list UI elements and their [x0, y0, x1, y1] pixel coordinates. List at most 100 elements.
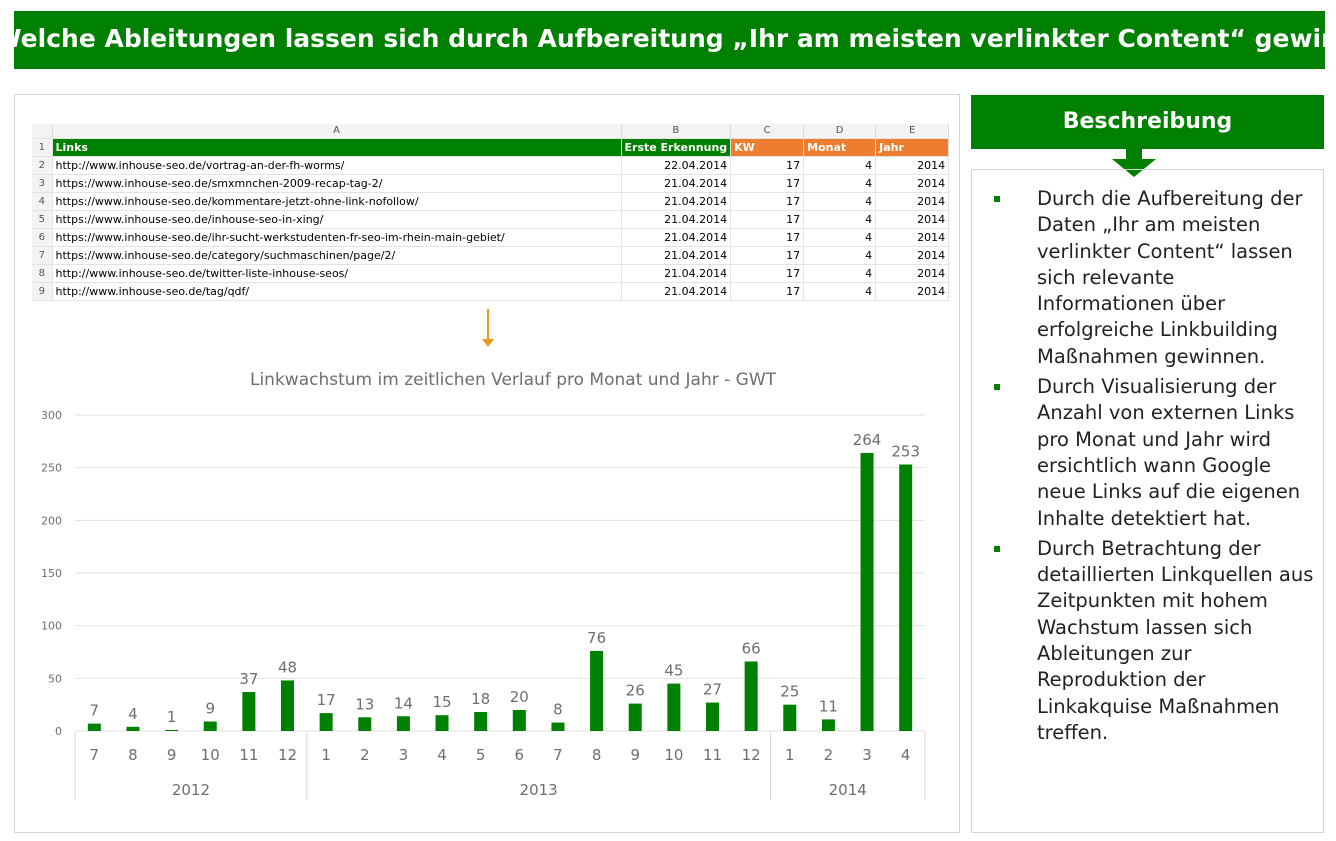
cell-link[interactable]: http://www.inhouse-seo.de/twitter-liste-…	[52, 264, 622, 283]
header-cell-jahr[interactable]: Jahr	[875, 138, 950, 157]
cell-kw[interactable]: 17	[730, 156, 805, 175]
cell-link[interactable]: http://www.inhouse-seo.de/vortrag-an-der…	[52, 156, 622, 175]
column-letter[interactable]: A	[52, 124, 622, 139]
cell-date[interactable]: 21.04.2014	[621, 264, 732, 283]
bullet-square-icon	[994, 196, 1000, 202]
cell-date[interactable]: 21.04.2014	[621, 282, 732, 301]
cell-kw[interactable]: 17	[730, 264, 805, 283]
cell-jahr[interactable]: 2014	[875, 210, 950, 229]
bar	[590, 650, 604, 731]
cell-kw[interactable]: 17	[730, 228, 805, 247]
cell-monat[interactable]: 4	[803, 282, 877, 301]
row-number[interactable]: 7	[32, 246, 53, 265]
column-letter-row: A B C D E	[32, 124, 950, 139]
cell-kw[interactable]: 17	[730, 246, 805, 265]
cell-date[interactable]: 21.04.2014	[621, 192, 732, 211]
cell-kw[interactable]: 17	[730, 174, 805, 193]
row-number[interactable]: 5	[32, 210, 53, 229]
data-label: 20	[510, 688, 529, 706]
sheet-corner[interactable]	[32, 124, 53, 139]
cell-date[interactable]: 21.04.2014	[621, 228, 732, 247]
cell-jahr[interactable]: 2014	[875, 174, 950, 193]
spreadsheet-table: A B C D E 1 Links Erste Erkennung KW Mon…	[32, 124, 950, 301]
x-tick-label: 11	[239, 746, 258, 764]
bullet-square-icon	[994, 384, 1000, 391]
cell-date[interactable]: 22.04.2014	[621, 156, 732, 175]
cell-jahr[interactable]: 2014	[875, 228, 950, 247]
data-label: 9	[205, 700, 215, 718]
cell-monat[interactable]: 4	[803, 156, 877, 175]
cell-link[interactable]: https://www.inhouse-seo.de/category/such…	[52, 246, 622, 265]
cell-date[interactable]: 21.04.2014	[621, 246, 732, 265]
description-list: Durch die Aufbereitung der Daten „Ihr am…	[992, 186, 1317, 750]
row-number[interactable]: 8	[32, 264, 53, 283]
cell-jahr[interactable]: 2014	[875, 264, 950, 283]
cell-kw[interactable]: 17	[730, 282, 805, 301]
data-label: 13	[355, 695, 374, 713]
header-cell-erste-erkennung[interactable]: Erste Erkennung	[621, 138, 732, 157]
column-letter[interactable]: B	[621, 124, 732, 139]
bar	[551, 722, 565, 731]
cell-kw[interactable]: 17	[730, 210, 805, 229]
header-cell-kw[interactable]: KW	[730, 138, 805, 157]
data-label: 253	[891, 443, 920, 461]
x-tick-label: 1	[785, 746, 795, 764]
header-row: 1 Links Erste Erkennung KW Monat Jahr	[32, 138, 950, 157]
cell-date[interactable]: 21.04.2014	[621, 174, 732, 193]
list-item-text: Durch die Aufbereitung der Daten „Ihr am…	[1037, 187, 1303, 368]
row-number[interactable]: 6	[32, 228, 53, 247]
data-label: 27	[703, 681, 722, 699]
cell-date[interactable]: 21.04.2014	[621, 210, 732, 229]
cell-link[interactable]: https://www.inhouse-seo.de/kommentare-je…	[52, 192, 622, 211]
row-number[interactable]: 1	[32, 138, 53, 157]
data-label: 37	[239, 670, 258, 688]
row-number[interactable]: 3	[32, 174, 53, 193]
table-row: 7 https://www.inhouse-seo.de/category/suc…	[32, 246, 950, 265]
column-letter[interactable]: D	[803, 124, 877, 139]
x-tick-label: 11	[703, 746, 722, 764]
header-cell-monat[interactable]: Monat	[803, 138, 877, 157]
list-item: Durch Betrachtung der detaillierten Link…	[992, 536, 1317, 746]
cell-monat[interactable]: 4	[803, 210, 877, 229]
bar	[860, 452, 874, 731]
header-cell-links[interactable]: Links	[52, 138, 622, 157]
x-group-label: 2014	[829, 781, 867, 799]
row-number[interactable]: 4	[32, 192, 53, 211]
data-label: 48	[278, 658, 297, 676]
cell-link[interactable]: https://www.inhouse-seo.de/smxmnchen-200…	[52, 174, 622, 193]
y-tick-label: 300	[41, 409, 62, 422]
cell-jahr[interactable]: 2014	[875, 246, 950, 265]
data-label: 17	[317, 691, 336, 709]
cell-link[interactable]: http://www.inhouse-seo.de/tag/qdf/	[52, 282, 622, 301]
cell-jahr[interactable]: 2014	[875, 282, 950, 301]
cell-jahr[interactable]: 2014	[875, 192, 950, 211]
x-tick-label: 10	[664, 746, 683, 764]
x-tick-label: 9	[630, 746, 640, 764]
cell-link[interactable]: https://www.inhouse-seo.de/inhouse-seo-i…	[52, 210, 622, 229]
cell-jahr[interactable]: 2014	[875, 156, 950, 175]
column-letter[interactable]: E	[875, 124, 950, 139]
cell-monat[interactable]: 4	[803, 246, 877, 265]
cell-kw[interactable]: 17	[730, 192, 805, 211]
x-tick-label: 7	[553, 746, 563, 764]
x-tick-label: 12	[278, 746, 297, 764]
y-tick-label: 0	[55, 725, 62, 738]
bar	[203, 721, 217, 731]
cell-monat[interactable]: 4	[803, 264, 877, 283]
row-number[interactable]: 9	[32, 282, 53, 301]
data-label: 1	[167, 708, 177, 726]
cell-monat[interactable]: 4	[803, 228, 877, 247]
cell-link[interactable]: https://www.inhouse-seo.de/ihr-sucht-wer…	[52, 228, 622, 247]
row-number[interactable]: 2	[32, 156, 53, 175]
cell-monat[interactable]: 4	[803, 192, 877, 211]
table-row: 3 https://www.inhouse-seo.de/smxmnchen-20…	[32, 174, 950, 193]
data-label: 4	[128, 705, 138, 723]
bar	[281, 680, 294, 731]
cell-monat[interactable]: 4	[803, 174, 877, 193]
bar	[165, 729, 179, 731]
bar	[821, 719, 835, 731]
column-letter[interactable]: C	[730, 124, 805, 139]
bar	[474, 712, 488, 731]
table-row: 5 https://www.inhouse-seo.de/inhouse-seo-…	[32, 210, 950, 229]
data-label: 14	[394, 694, 413, 712]
